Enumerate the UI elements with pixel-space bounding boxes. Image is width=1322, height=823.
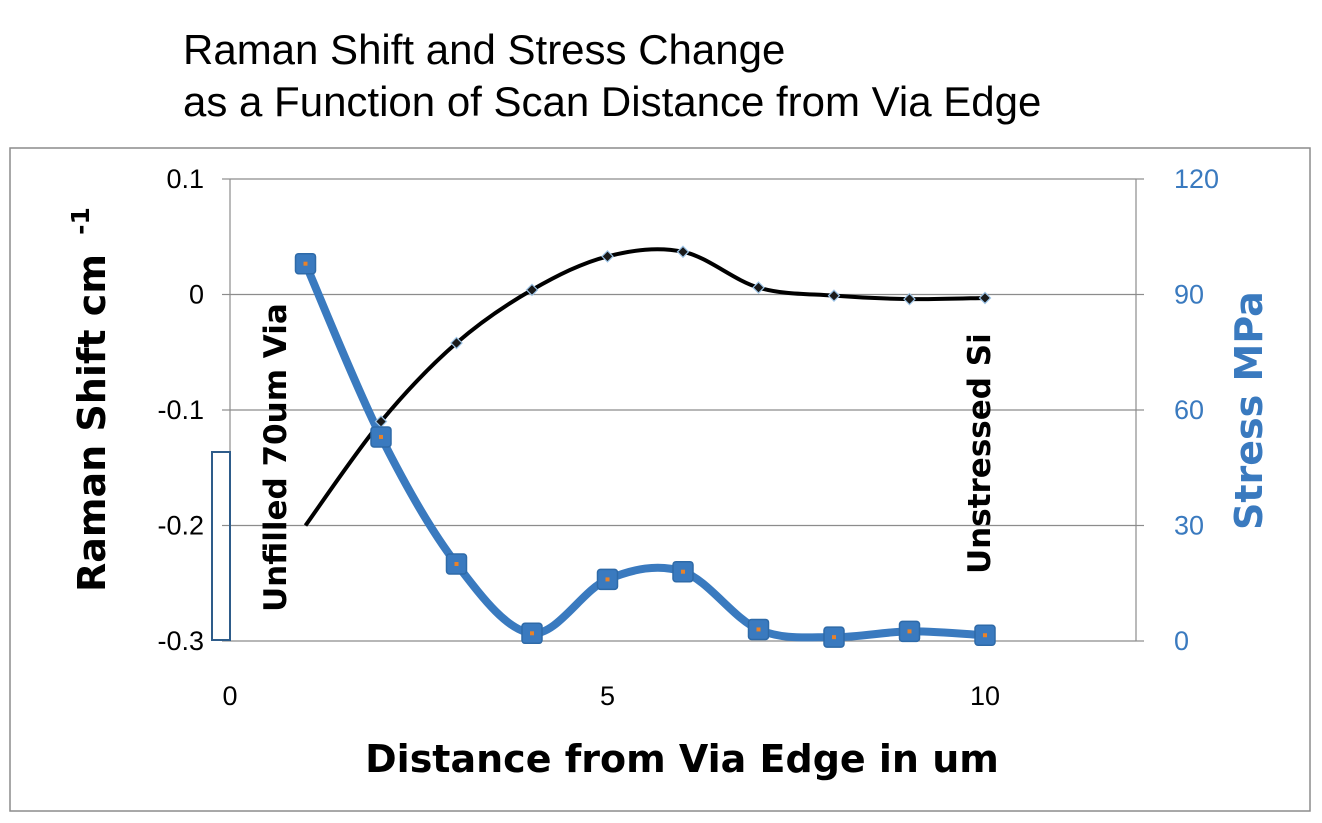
y-tick-label-3: -0.2: [157, 511, 204, 541]
stress-point-center-7: [832, 635, 836, 640]
y2-axis-label: Stress MPa: [1227, 291, 1271, 530]
x-tick-label-0: 0: [222, 681, 237, 711]
annotation-unstressed-si: Unstressed Si: [962, 333, 998, 574]
stress-point-center-1: [379, 434, 383, 439]
y2-tick-label-2: 60: [1174, 395, 1204, 425]
y-tick-label-4: -0.3: [157, 626, 204, 656]
raman-point-9: [978, 291, 992, 305]
y2-tick-label-4: 0: [1174, 626, 1189, 656]
stress-point-center-0: [303, 261, 308, 266]
raman-point-6: [752, 281, 765, 294]
tick-labels: 0.1 0 -0.1 -0.2 -0.3 120 90 60 30 0 0 5 10: [157, 164, 1219, 711]
via-outline: [211, 451, 231, 641]
stress-point-center-8: [907, 629, 912, 634]
plot-frame: [9, 147, 1311, 812]
raman-point-8: [903, 292, 916, 306]
annotation-unfilled-via: Unfilled 70um Via: [258, 303, 294, 612]
x-tick-label-1: 5: [600, 681, 615, 711]
stress-point-center-3: [530, 631, 534, 636]
stress-point-center-2: [454, 562, 459, 566]
stress-point-center-4: [605, 577, 610, 582]
y2-tick-label-0: 120: [1174, 164, 1219, 194]
x-axis-label: Distance from Via Edge in um: [365, 737, 999, 781]
raman-point-5: [676, 245, 690, 259]
y-tick-label-1: 0: [189, 280, 204, 310]
series-stress-line: [301, 262, 986, 642]
series-raman-line: [303, 247, 986, 527]
y2-tick-label-3: 30: [1174, 511, 1204, 541]
y-axis-label-superscript: -1: [66, 207, 95, 235]
chart-title: Raman Shift and Stress Change as a Funct…: [183, 24, 1283, 128]
stress-point-center-9: [983, 633, 987, 638]
y2-tick-label-1: 90: [1174, 280, 1204, 310]
raman-point-7: [827, 289, 841, 303]
y-axis-label: Raman Shift cm -1: [66, 207, 114, 592]
x-tick-label-2: 10: [970, 681, 1000, 711]
series-layer: [294, 245, 996, 648]
y-axis-label-main: Raman Shift cm: [70, 254, 114, 592]
chart-title-line-2: as a Function of Scan Distance from Via …: [183, 78, 1042, 125]
raman-point-3: [525, 283, 539, 297]
raman-point-4: [601, 250, 614, 263]
y-tick-label-0: 0.1: [166, 164, 204, 194]
raman-point-2: [450, 336, 463, 350]
y-tick-label-2: -0.1: [157, 395, 204, 425]
stress-point-center-6: [756, 627, 761, 632]
chart-title-line-1: Raman Shift and Stress Change: [183, 26, 786, 73]
stress-point-center-5: [681, 569, 685, 574]
